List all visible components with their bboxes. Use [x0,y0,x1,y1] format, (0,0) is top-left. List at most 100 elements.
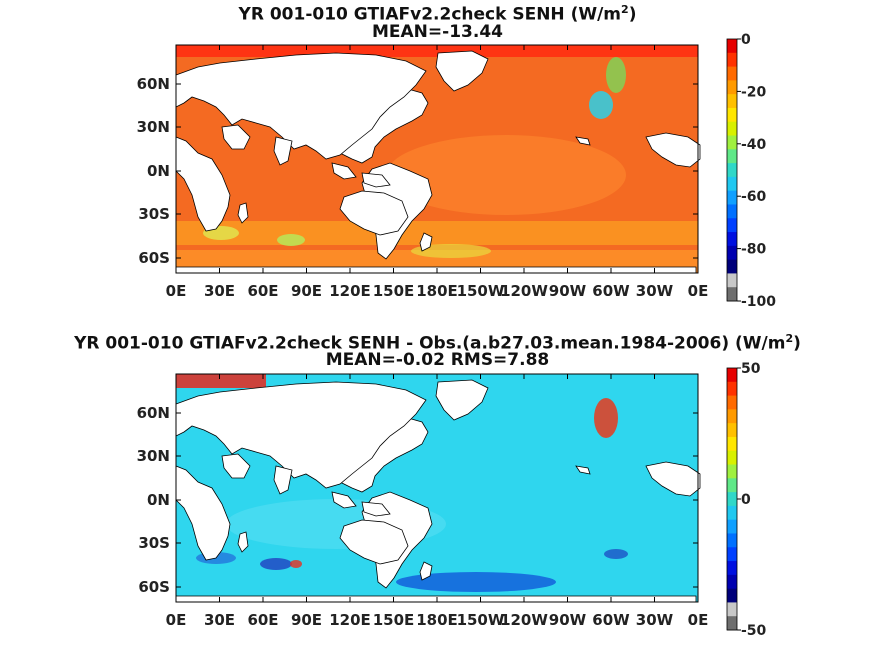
colorbar-swatch [727,39,737,54]
lon-tick-label: 30E [204,611,235,629]
lat-tick-label: 30N [137,447,170,465]
colorbar-swatch [727,80,737,95]
lon-tick-label: 0E [688,611,709,629]
colorbar-swatch [727,395,737,410]
bottom-map-title-sup: 2 [785,332,794,345]
top-colorbar: 0 -20 -40 -60 -80 -100 [726,32,776,310]
lon-tick-label: 60W [592,282,630,300]
colorbar-label: -50 [741,623,767,639]
colorbar-swatch [727,190,737,205]
colorbar-swatch [727,505,737,521]
colorbar-label: -40 [741,137,767,153]
lat-tick-label: 0N [147,491,170,509]
lat-tick-label: 30N [137,118,170,136]
top-map-title-text: YR 001-010 GTIAFv2.2check SENH (W/m [238,4,622,25]
lon-tick-label: 150W [457,282,505,300]
colorbar-swatch [727,616,737,631]
colorbar-swatch [727,121,737,137]
colorbar-swatch [727,519,737,534]
colorbar-label: 0 [741,492,751,508]
colorbar-swatch [727,135,737,150]
lon-tick-label: 30W [636,611,674,629]
bottom-colorbar: 50 0 -50 [726,361,767,639]
colorbar-label: 0 [741,32,751,48]
colorbar-swatch [727,66,737,81]
colorbar-swatch [727,259,737,274]
colorbar-swatch [727,436,737,452]
lon-tick-label: 150E [373,282,415,300]
colorbar-swatch [727,450,737,466]
colorbar-swatch [727,163,737,178]
colorbar-swatch [727,574,737,590]
colorbar-swatch [727,287,737,302]
colorbar-swatch [727,94,737,109]
lon-tick-label: 90E [291,282,322,300]
colorbar-label: -60 [741,189,767,205]
colorbar-swatch [727,409,737,424]
colorbar-swatch [727,478,737,493]
lat-tick-label: 60N [137,404,170,422]
lat-tick-label: 60S [138,249,170,267]
top-map-subtitle: MEAN=-13.44 [372,22,503,42]
lon-tick-label: 90E [291,611,322,629]
bottom-map-title-text: YR 001-010 GTIAFv2.2check SENH - Obs.(a.… [74,333,786,354]
lon-tick-label: 120E [329,611,371,629]
colorbar-label: -100 [741,294,776,310]
bottom-map-title: YR 001-010 GTIAFv2.2check SENH - Obs.(a.… [0,329,875,354]
colorbar-swatch [727,602,737,617]
top-map-title-suffix: ) [628,4,637,25]
colorbar-swatch [727,464,737,479]
lon-tick-label: 60W [592,611,630,629]
lon-tick-label: 120W [500,611,548,629]
lon-tick-label: 0E [166,611,187,629]
lon-tick-label: 30W [636,282,674,300]
lon-tick-label: 120W [500,282,548,300]
bottom-map: 60N 30N 0N 30S 60S 0E 30E 60E 90E 120E 150E 180E15… [137,373,709,629]
lon-tick-label: 150E [373,611,415,629]
colorbar-swatch [727,204,737,219]
top-map-title: YR 001-010 GTIAFv2.2check SENH (W/m2) [0,0,875,25]
colorbar-swatch [727,381,737,397]
lon-tick-label: 150W [457,611,505,629]
colorbar-swatch [727,547,737,562]
colorbar-swatch [727,149,737,164]
colorbar-swatch [727,218,737,233]
lon-tick-label: 90W [549,282,587,300]
colorbar-swatch [727,232,737,247]
colorbar-swatch [727,423,737,438]
lat-tick-label: 0N [147,162,170,180]
colorbar-label: -20 [741,84,767,100]
lon-tick-label: 0E [688,282,709,300]
top-map: 60N 30N 0N 30S 60S 0E 30E 60E 90E 120E 150E 180E15… [137,44,709,300]
bottom-map-title-suffix: ) [793,333,801,354]
lon-tick-label: 180E [416,611,458,629]
bottom-map-subtitle: MEAN=-0.02 RMS=7.88 [325,350,550,370]
colorbar-swatch [727,273,737,288]
lon-tick-label: 0E [166,282,187,300]
colorbar-swatch [727,561,737,576]
bottom-map-lat-ticks: 60N 30N 0N 30S 60S [137,404,698,596]
colorbar-swatch [727,245,737,261]
lon-tick-label: 60E [247,611,278,629]
colorbar-swatch [727,492,737,507]
colorbar-swatch [727,588,737,603]
lon-tick-label: 180E [416,282,458,300]
colorbar-swatch [727,52,737,68]
top-map-lat-ticks: 60N 30N 0N 30S 60S [137,75,698,267]
colorbar-label: 50 [741,361,761,377]
colorbar-swatch [727,533,737,548]
lon-tick-label: 90W [549,611,587,629]
colorbar-swatch [727,368,737,383]
lat-tick-label: 30S [138,205,170,223]
lat-tick-label: 60N [137,75,170,93]
colorbar-swatch [727,176,737,192]
lat-tick-label: 30S [138,534,170,552]
top-map-title-sup: 2 [621,3,629,16]
colorbar-swatch [727,107,737,123]
lon-tick-label: 30E [204,282,235,300]
lon-tick-label: 60E [247,282,278,300]
lon-tick-label: 120E [329,282,371,300]
